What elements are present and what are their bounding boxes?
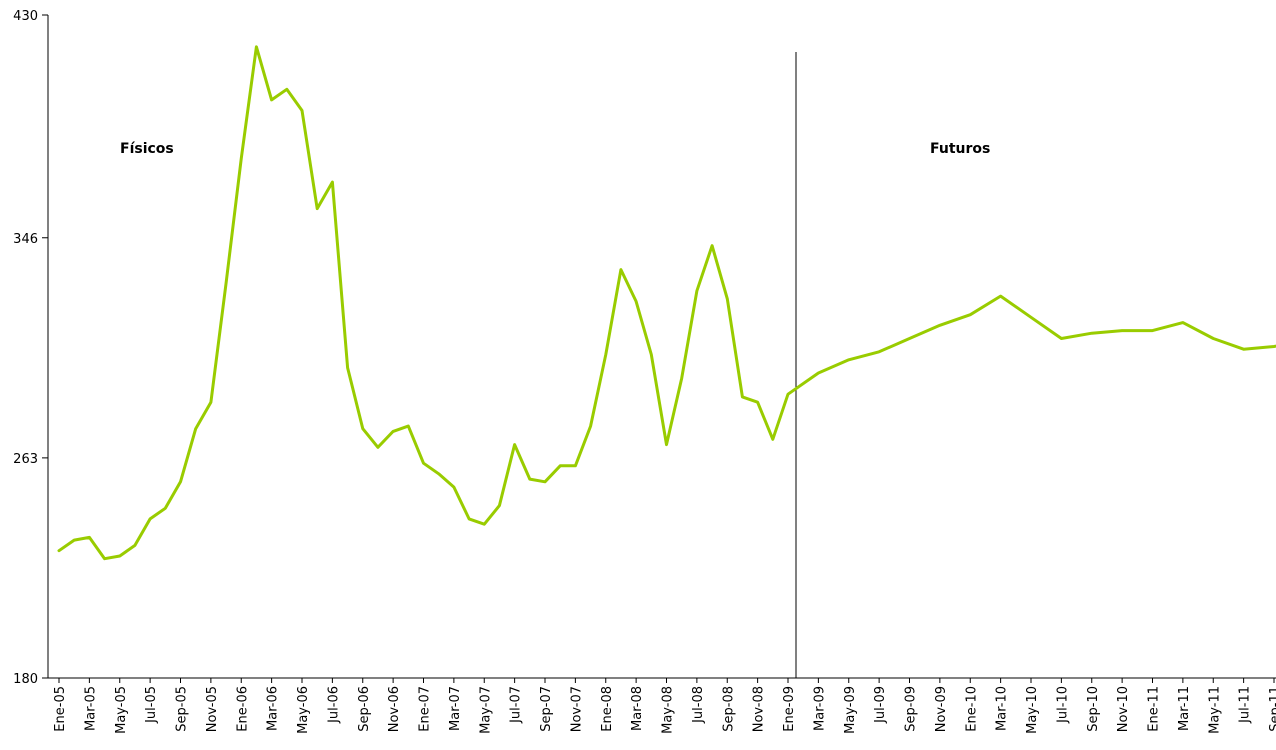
x-tick-label: Sep-06: [357, 686, 372, 732]
series-line: [57, 45, 1276, 561]
x-tick-label: Sep-07: [539, 686, 554, 732]
x-tick-label: Jul-10: [1055, 686, 1070, 724]
x-tick-label: Nov-08: [752, 686, 767, 732]
x-tick-label: Jul-11: [1238, 686, 1253, 724]
x-tick-label: May-08: [661, 686, 676, 734]
x-tick-label: Mar-09: [812, 686, 827, 731]
x-tick-label: Nov-06: [387, 686, 402, 732]
x-tick-label: Jul-07: [509, 686, 524, 724]
x-tick-label: Mar-08: [630, 686, 645, 731]
y-tick-label: 430: [13, 9, 38, 24]
annotation-fisicos: Físicos: [120, 141, 174, 157]
y-tick-label: 180: [13, 672, 38, 687]
x-tick-label: Ene-07: [418, 686, 433, 732]
y-ticks: 180 263 346 430: [13, 9, 48, 687]
x-tick-label: May-05: [114, 686, 129, 734]
x-tick-label: Sep-11: [1268, 686, 1276, 732]
y-tick-label: 263: [13, 452, 38, 467]
x-tick-label: Ene-11: [1147, 686, 1162, 732]
x-tick-label: May-11: [1207, 686, 1222, 734]
x-tick-label: Sep-08: [721, 686, 736, 732]
x-tick-label: Ene-10: [964, 686, 979, 732]
x-tick-label: Mar-07: [448, 686, 463, 731]
x-tick-label: Nov-09: [934, 686, 949, 732]
x-tick-label: Mar-10: [995, 686, 1010, 731]
x-tick-label: May-09: [843, 686, 858, 734]
x-tick-label: Nov-05: [205, 686, 220, 732]
x-tick-label: Mar-11: [1177, 686, 1192, 731]
x-tick-label: Nov-07: [569, 686, 584, 732]
x-tick-label: Sep-09: [904, 686, 919, 732]
x-tick-label: Jul-08: [691, 686, 706, 724]
x-tick-label: Jul-05: [144, 686, 159, 724]
x-tick-label: May-06: [296, 686, 311, 734]
x-tick-label: Ene-05: [53, 686, 68, 732]
x-tick-label: Sep-10: [1086, 686, 1101, 732]
x-tick-label: Jul-09: [873, 686, 888, 724]
x-tick-label: Ene-08: [600, 686, 615, 732]
x-tick-label: May-10: [1025, 686, 1040, 734]
x-tick-label: Sep-05: [175, 686, 190, 732]
x-tick-label: Ene-06: [235, 686, 250, 732]
x-tick-label: May-07: [478, 686, 493, 734]
axes: [47, 15, 1276, 679]
y-tick-label: 346: [13, 232, 38, 247]
x-tick-label: Jul-06: [326, 686, 341, 724]
x-tick-label: Mar-06: [266, 686, 281, 731]
annotation-futuros: Futuros: [930, 141, 990, 157]
x-tick-label: Mar-05: [83, 686, 98, 731]
x-tick-label: Ene-09: [782, 686, 797, 732]
x-tick-label: Nov-10: [1116, 686, 1131, 732]
x-ticks: Ene-05 Mar-05 May-05 Jul-05 Sep-05 Nov-05 Ene-…: [53, 678, 1276, 734]
